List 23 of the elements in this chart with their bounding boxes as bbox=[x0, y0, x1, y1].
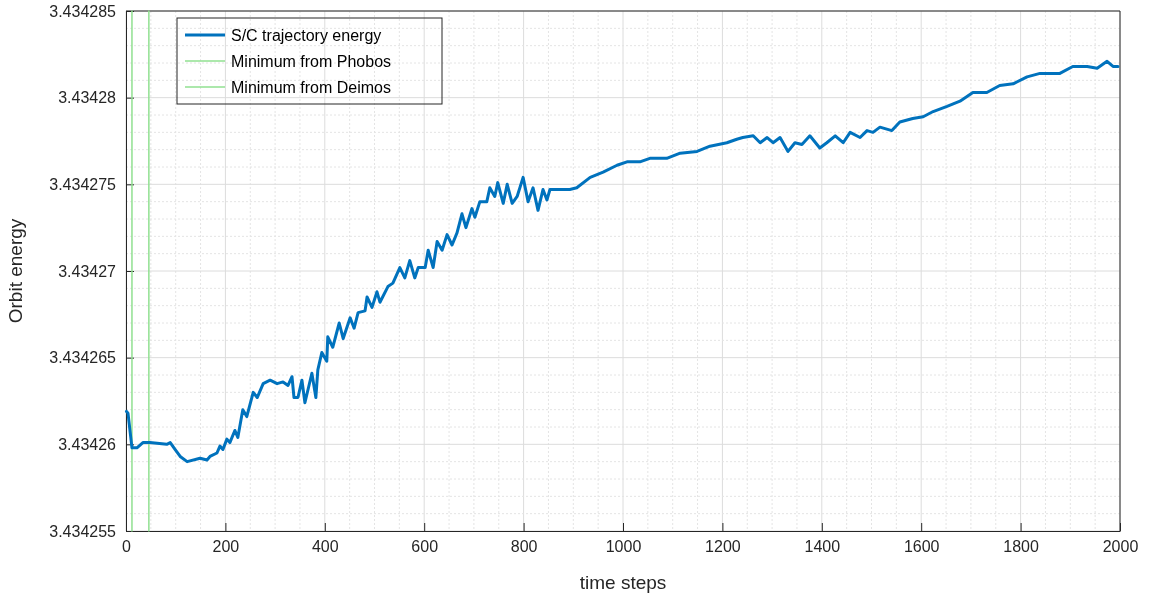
x-tick-label: 400 bbox=[311, 538, 339, 556]
x-tick-label: 0 bbox=[122, 538, 132, 556]
x-tick-label: 200 bbox=[212, 538, 240, 556]
y-tick-label: 3.43427 bbox=[58, 262, 117, 280]
x-tick-label: 600 bbox=[411, 538, 439, 556]
x-tick-label: 1800 bbox=[1003, 538, 1039, 556]
y-tick-label: 3.434255 bbox=[49, 522, 117, 540]
x-tick-label: 800 bbox=[510, 538, 538, 556]
legend-label: S/C trajectory energy bbox=[231, 27, 382, 44]
y-axis-title: Orbit energy bbox=[5, 218, 26, 324]
x-tick-label: 1000 bbox=[605, 538, 642, 556]
x-tick-label: 1400 bbox=[804, 538, 841, 556]
y-tick-label: 3.434265 bbox=[49, 349, 117, 367]
legend-label: Minimum from Deimos bbox=[231, 79, 392, 96]
x-tick-label: 1200 bbox=[705, 538, 741, 556]
x-tick-label: 1600 bbox=[903, 538, 940, 556]
y-tick-label: 3.434275 bbox=[49, 175, 117, 193]
legend-label: Minimum from Phobos bbox=[231, 53, 392, 70]
y-tick-label: 3.434285 bbox=[49, 2, 117, 20]
x-tick-label: 2000 bbox=[1102, 538, 1139, 556]
y-tick-label: 3.43426 bbox=[58, 435, 117, 453]
y-tick-label: 3.43428 bbox=[58, 89, 117, 107]
x-axis-title: time steps bbox=[579, 572, 667, 593]
